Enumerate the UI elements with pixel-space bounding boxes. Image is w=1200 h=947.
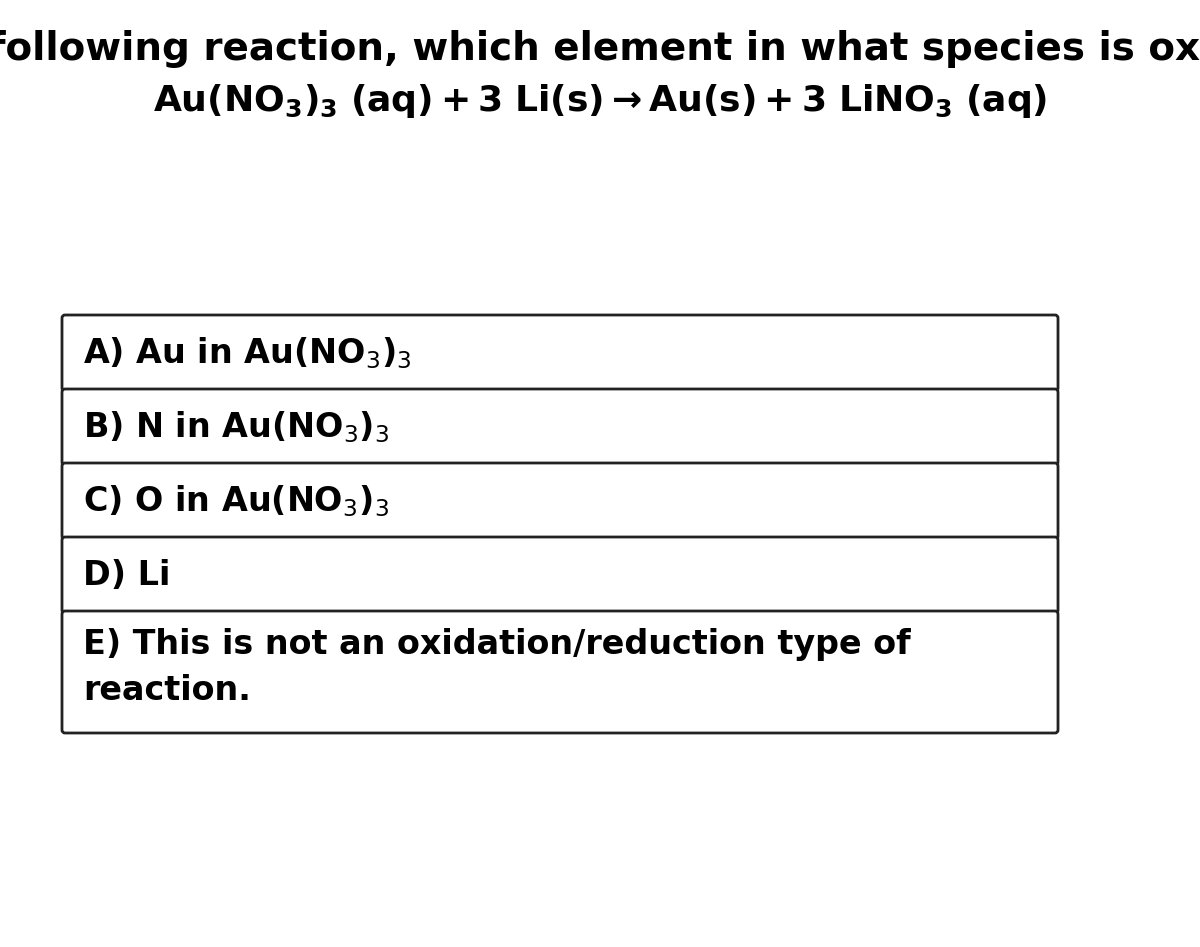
FancyBboxPatch shape bbox=[62, 463, 1058, 539]
Text: B) N in Au(NO$_3$)$_3$: B) N in Au(NO$_3$)$_3$ bbox=[83, 409, 390, 445]
FancyBboxPatch shape bbox=[62, 315, 1058, 391]
Text: $\mathbf{Au(NO_3)_{3}}$ $\mathbf{(aq) + 3\ Li(s) \rightarrow Au(s) + 3\ LiNO_3\ : $\mathbf{Au(NO_3)_{3}}$ $\mathbf{(aq) + … bbox=[152, 82, 1048, 120]
FancyBboxPatch shape bbox=[62, 389, 1058, 465]
FancyBboxPatch shape bbox=[62, 537, 1058, 613]
FancyBboxPatch shape bbox=[62, 611, 1058, 733]
Text: A) Au in Au(NO$_3$)$_3$: A) Au in Au(NO$_3$)$_3$ bbox=[83, 335, 412, 371]
Text: D) Li: D) Li bbox=[83, 559, 170, 592]
Text: C) O in Au(NO$_3$)$_3$: C) O in Au(NO$_3$)$_3$ bbox=[83, 483, 389, 519]
Text: In the following reaction, which element in what species is oxidized?: In the following reaction, which element… bbox=[0, 30, 1200, 68]
Text: E) This is not an oxidation/reduction type of
reaction.: E) This is not an oxidation/reduction ty… bbox=[83, 628, 911, 707]
